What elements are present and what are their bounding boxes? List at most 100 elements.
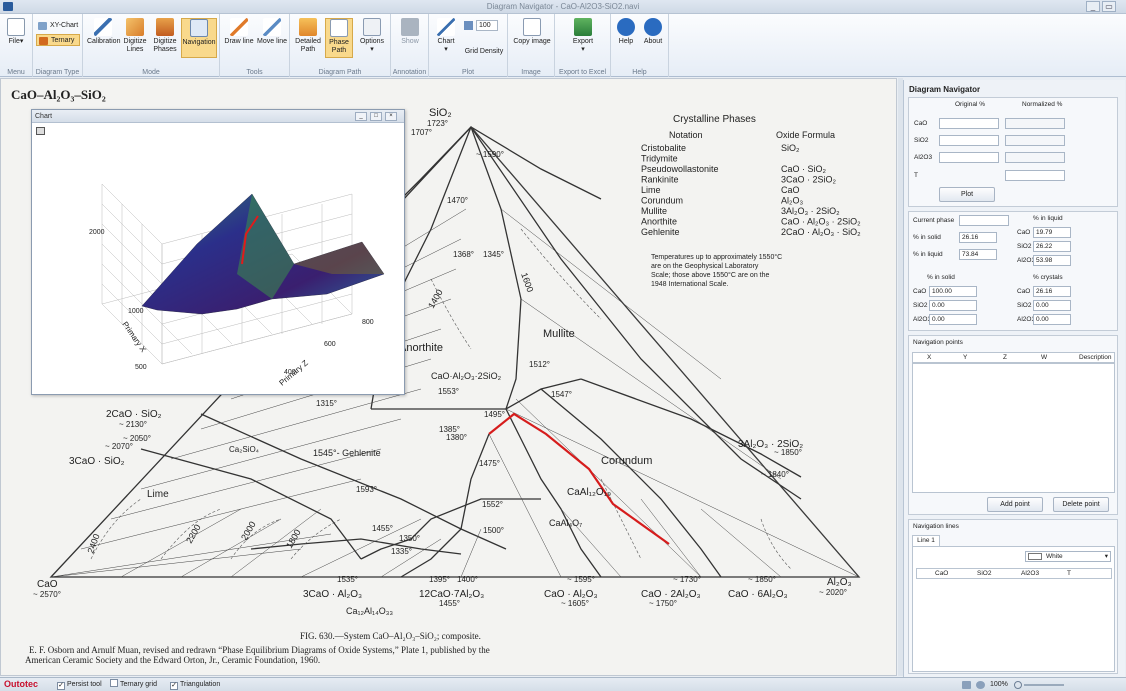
- solid-al2o3-label: Al2O3: [913, 316, 932, 323]
- temp-1380: 1380°: [446, 433, 467, 442]
- triangulation-checkbox[interactable]: ✓ Triangulation: [170, 681, 221, 690]
- liquid-al2o3-field: 53.98: [1033, 255, 1071, 266]
- field-mullite: Mullite: [543, 328, 575, 340]
- xy-chart-option[interactable]: XY-Chart: [36, 20, 80, 32]
- legend-notation: Rankinite: [641, 175, 679, 185]
- chart-menu-icon[interactable]: [36, 127, 45, 135]
- check-icon: ✓: [57, 682, 65, 690]
- digitize-phases-button[interactable]: Digitize Phases: [151, 18, 179, 54]
- show-button[interactable]: Show: [396, 18, 424, 46]
- legend-col-notation: Notation: [669, 130, 703, 140]
- digitize-lines-button[interactable]: Digitize Lines: [121, 18, 149, 54]
- grid-density-input[interactable]: 100: [476, 20, 498, 31]
- legend-notation: Gehlenite: [641, 227, 680, 237]
- zoom-icon[interactable]: [976, 681, 985, 689]
- ternary-option[interactable]: Ternary: [36, 34, 80, 46]
- solid-al2o3-field: 0.00: [929, 314, 977, 325]
- surface-plot[interactable]: 2000 1000 500 800 600 400 Primary X Prim…: [32, 124, 404, 394]
- move-line-button[interactable]: Move line: [256, 18, 288, 46]
- solid-cao-field: 100.00: [929, 286, 977, 297]
- phase-path-icon: [330, 19, 348, 37]
- phase-path-button[interactable]: Phase Path: [325, 18, 353, 58]
- temp-1315: 1315°: [316, 399, 337, 408]
- liquid-al2o3-label: Al2O3: [1017, 257, 1036, 264]
- zoom-slider[interactable]: [1024, 684, 1064, 686]
- chart-button[interactable]: Chart ▾: [432, 18, 460, 54]
- ribbon-toolbar: File▾ Menu XY-Chart Ternary Diagram Type…: [0, 14, 1126, 77]
- copy-image-button[interactable]: Copy image: [512, 18, 552, 46]
- calibration-button[interactable]: Calibration: [87, 18, 120, 46]
- temp-1730: ~ 1730°: [673, 575, 701, 584]
- in-solid-field: 26.16: [959, 232, 997, 243]
- temp-1547: 1547°: [551, 390, 572, 399]
- panel-splitter[interactable]: [898, 78, 903, 676]
- options-button[interactable]: Options ▾: [356, 18, 388, 54]
- compound-c3s: 3CaO · SiO₂: [69, 456, 125, 467]
- nl-col-sio2: SiO2: [977, 570, 992, 577]
- draw-line-button[interactable]: Draw line: [223, 18, 255, 46]
- about-button[interactable]: About: [640, 18, 666, 46]
- add-point-button[interactable]: Add point: [987, 497, 1043, 512]
- np-col-y: Y: [963, 354, 968, 361]
- legend-note: Temperatures up to approximately 1550°C a…: [651, 253, 782, 288]
- temp-1593: 1593°: [356, 485, 377, 494]
- plot-button[interactable]: Plot: [939, 187, 995, 202]
- cao-original-input[interactable]: [939, 118, 999, 129]
- group-export: Export ▾ Export to Excel: [555, 14, 611, 77]
- al2o3-original-input[interactable]: [939, 152, 999, 163]
- group-image: Copy image Image: [508, 14, 555, 77]
- ternary-diagram[interactable]: SiO₂ 1723° 1707° ~ 1590° CaO ~ 2570° Al₂…: [1, 79, 898, 677]
- help-button[interactable]: Help: [614, 18, 638, 46]
- window-title: Diagram Navigator - CaO-Al2O3-SiO2.navi: [486, 2, 640, 11]
- delete-point-button[interactable]: Delete point: [1053, 497, 1109, 512]
- navigation-button[interactable]: Navigation: [181, 18, 217, 58]
- file-button[interactable]: File▾: [5, 18, 27, 46]
- crystals-cao-field: 26.16: [1033, 286, 1071, 297]
- persist-tool-checkbox[interactable]: ✓ Persist tool: [57, 681, 102, 690]
- field-ca2sio4: Ca₂SiO₄: [229, 445, 259, 454]
- temp-1535: 1535°: [337, 575, 358, 584]
- nav-points-grid[interactable]: [912, 363, 1115, 493]
- liquid-cao-field: 19.79: [1033, 227, 1071, 238]
- temp-1512: 1512°: [529, 360, 550, 369]
- chart-maximize-button[interactable]: □: [370, 112, 382, 121]
- detailed-path-button[interactable]: Detailed Path: [293, 18, 323, 54]
- field-corundum: Corundum: [601, 455, 652, 467]
- group-label-diagram-type: Diagram Type: [35, 69, 80, 76]
- navigation-path[interactable]: [488, 412, 670, 545]
- sio2-original-input[interactable]: [939, 135, 999, 146]
- title-bar: Diagram Navigator - CaO-Al2O3-SiO2.navi …: [0, 0, 1126, 14]
- panel-title: Diagram Navigator: [909, 85, 981, 94]
- temp-1552: 1552°: [482, 500, 503, 509]
- export-button[interactable]: Export ▾: [567, 18, 599, 54]
- legend-formula: SiO₂: [781, 143, 800, 153]
- cao-normalized-field: [1005, 118, 1065, 129]
- chart-window-titlebar[interactable]: Chart: [32, 110, 404, 123]
- chart-x-axis-label: Primary X: [120, 320, 148, 354]
- ternary-grid-checkbox[interactable]: Ternary grid: [110, 678, 157, 691]
- legend-notation: Lime: [641, 185, 661, 195]
- chart-minimize-button[interactable]: _: [355, 112, 367, 121]
- row-t-label: T: [914, 172, 918, 179]
- line-color-select[interactable]: White ▾: [1025, 551, 1111, 562]
- legend-notation: Tridymite: [641, 154, 678, 164]
- tab-line-1[interactable]: Line 1: [912, 535, 940, 546]
- fit-icon[interactable]: [962, 681, 971, 689]
- crystals-cao-label: CaO: [1017, 288, 1031, 295]
- solid-cao-label: CaO: [913, 288, 927, 295]
- diagram-title: CaO–Al₂O₃–SiO₂: [11, 87, 106, 102]
- temp-2130: ~ 2130°: [119, 420, 147, 429]
- vertex-sio2-label: SiO₂: [429, 107, 452, 119]
- chart-y-tick-600: 600: [324, 341, 336, 348]
- chart-window[interactable]: Chart _ □ × 2000 1000 500: [31, 109, 405, 395]
- minimize-button[interactable]: _: [1086, 1, 1100, 12]
- chart-close-button[interactable]: ×: [385, 112, 397, 121]
- maximize-button[interactable]: ▭: [1102, 1, 1116, 12]
- grid-density-label: Grid Density: [464, 48, 504, 55]
- temp-1368: 1368°: [453, 250, 474, 259]
- zoom-out-icon[interactable]: [1014, 681, 1022, 689]
- t-input[interactable]: [1005, 170, 1065, 181]
- col-normalized-label: Normalized %: [1022, 101, 1063, 108]
- nav-lines-label: Navigation lines: [913, 523, 959, 530]
- legend-notation: Corundum: [641, 196, 683, 206]
